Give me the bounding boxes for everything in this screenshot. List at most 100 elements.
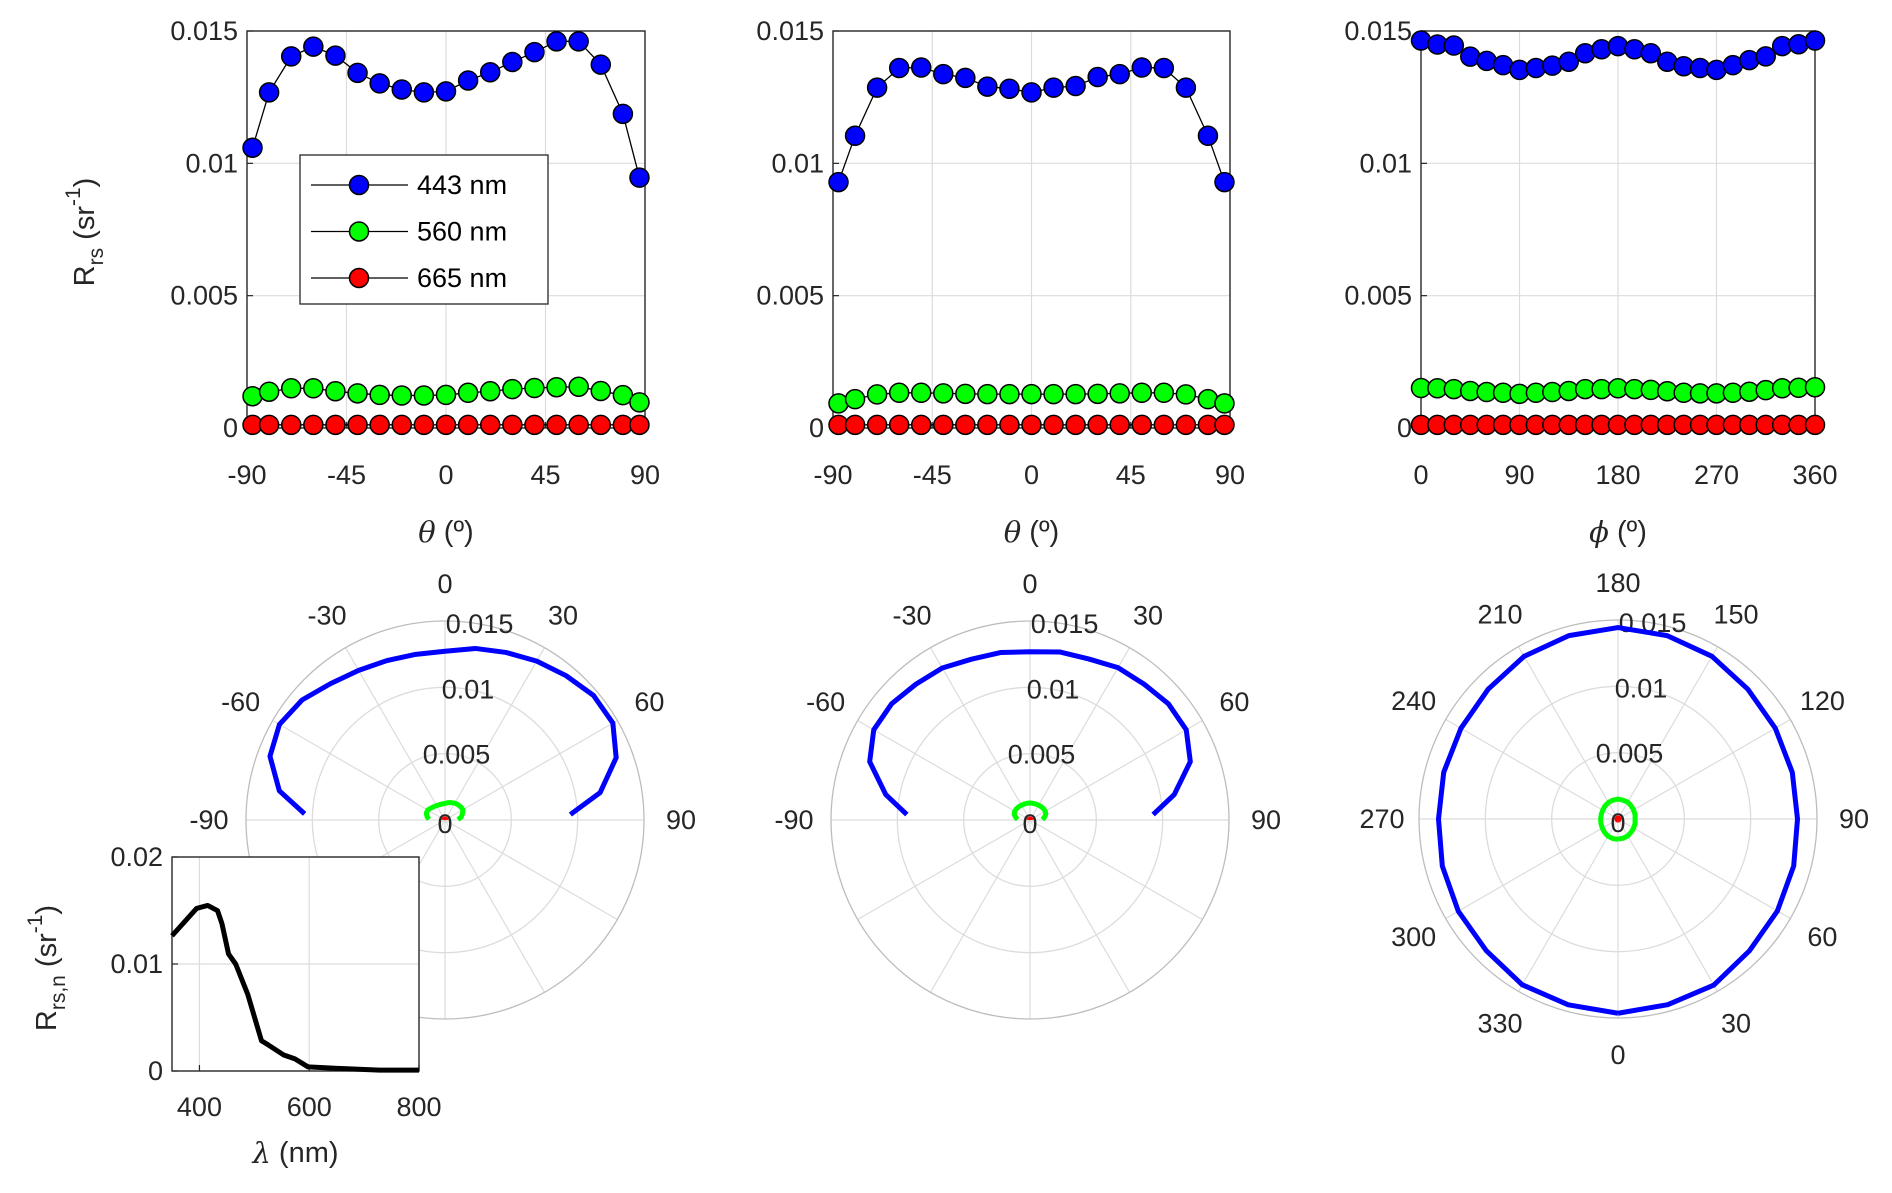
data-point-665-nm [1109, 414, 1130, 436]
polar-spoke [1029, 719, 1203, 821]
polar-spoke [1029, 647, 1131, 821]
polar-ring [245, 620, 645, 1020]
r-tick-label: 0.01 [1615, 673, 1668, 703]
data-point-443-nm [1591, 39, 1612, 60]
axis-base: R [31, 1010, 63, 1031]
x-axis-label: λ (nm) [251, 1136, 338, 1170]
y-tick-label: 0.005 [170, 281, 238, 311]
theta-tick-label: 300 [1391, 922, 1436, 952]
data-point-443-nm [629, 167, 650, 188]
data-point-665-nm [955, 414, 976, 436]
legend-label: 665 nm [417, 263, 507, 293]
polar-series-665-nm [1614, 815, 1622, 823]
axis-symbol: θ [418, 515, 435, 549]
data-point-560-nm [303, 378, 324, 399]
y-tick-label: 0.015 [756, 16, 824, 46]
polar-ring [1418, 619, 1818, 1019]
data-point-560-nm [844, 388, 866, 410]
x-tick-label: 360 [1792, 460, 1837, 490]
r-tick-label: 0.005 [1596, 739, 1664, 769]
y-tick-label: 0.01 [185, 148, 238, 178]
data-point-443-nm [258, 82, 280, 103]
polar-spoke [1617, 818, 1719, 992]
data-point-560-nm [1021, 383, 1042, 405]
data-point-665-nm [1153, 414, 1175, 436]
polar-series-665-nm [441, 816, 449, 822]
polar-series-665-nm [1026, 816, 1034, 822]
data-point-665-nm [1214, 414, 1235, 436]
x-axis-label: θ (º) [1004, 515, 1059, 549]
data-point-560-nm [568, 376, 589, 397]
axis-unit: (sr [31, 933, 63, 975]
data-point-665-nm [479, 414, 501, 436]
y-tick-label: 0 [809, 413, 824, 443]
data-point-443-nm [435, 81, 457, 102]
data-point-560-nm [1804, 376, 1826, 398]
data-point-665-nm [280, 414, 302, 436]
series-line-spectrum [170, 902, 419, 1073]
y-tick-label: 0 [223, 413, 238, 443]
axis-superscript: -1 [62, 187, 85, 206]
x-tick-label: 0 [1024, 460, 1039, 490]
data-point-560-nm [590, 380, 612, 402]
polar-series-443-nm [867, 649, 1193, 817]
polar-spoke [1445, 718, 1619, 820]
data-point-665-nm [258, 414, 280, 436]
data-point-560-nm [910, 382, 932, 404]
data-point-665-nm [866, 414, 888, 436]
legend-marker [348, 221, 370, 242]
x-tick-label: 600 [287, 1092, 332, 1122]
data-point-443-nm [933, 63, 954, 85]
data-point-560-nm [1214, 393, 1235, 414]
axis-unit: (nm) [271, 1137, 339, 1169]
data-point-560-nm [1175, 384, 1197, 405]
polar-spoke [857, 819, 1031, 921]
data-point-665-nm [325, 414, 346, 436]
data-point-560-nm [413, 385, 435, 406]
axis-superscript: -1 [24, 915, 47, 934]
data-point-665-nm [369, 414, 390, 436]
panel-top-right: 0 90 180 270 360 0 0.005 0.01 0.015 ϕ (º) [1344, 16, 1837, 549]
data-point-665-nm [629, 414, 650, 436]
theta-tick-label: -90 [774, 805, 813, 835]
data-point-665-nm [502, 414, 523, 436]
data-point-443-nm [280, 46, 302, 67]
y-tick-label: 0.01 [110, 949, 163, 979]
data-point-443-nm [977, 76, 998, 97]
r-tick-label: 0.01 [1027, 674, 1080, 704]
polar-spoke [444, 647, 546, 821]
theta-tick-label: 60 [634, 687, 664, 717]
y-tick-label: 0.01 [1359, 148, 1412, 178]
data-point-560-nm [1087, 383, 1108, 405]
data-point-665-nm [546, 414, 567, 436]
theta-tick-label: -30 [892, 601, 931, 631]
data-point-443-nm [1087, 66, 1108, 88]
data-point-665-nm [910, 414, 932, 436]
data-point-443-nm [242, 137, 263, 158]
axis-unit: (º) [1021, 516, 1059, 548]
legend: 443 nm 560 nm 665 nm [299, 154, 549, 305]
y-axis-label: Rrs,n (sr-1) [24, 905, 70, 1031]
polar-ring [963, 753, 1097, 887]
data-point-560-nm [325, 380, 346, 402]
polar-ring [896, 686, 1164, 954]
data-point-665-nm [1065, 414, 1086, 436]
r-tick-label: 0.005 [1008, 740, 1076, 770]
data-point-443-nm [325, 45, 346, 66]
theta-tick-label: 90 [666, 805, 696, 835]
polar-spoke [1029, 819, 1203, 921]
data-point-443-nm [1197, 125, 1219, 147]
data-point-443-nm [1214, 171, 1235, 193]
data-point-665-nm [590, 414, 612, 436]
x-tick-label: 45 [1116, 460, 1146, 490]
data-point-560-nm [546, 376, 567, 398]
legend-label: 443 nm [417, 170, 507, 200]
theta-tick-label: 90 [1251, 805, 1281, 835]
panel-bottom-middle: -90 -60 -30 0 30 60 90 0 0.005 0.01 0.015 [774, 569, 1281, 1020]
data-point-443-nm [1755, 46, 1776, 67]
data-point-665-nm [391, 414, 413, 436]
axis-base: R [69, 265, 101, 286]
x-tick-label: -45 [913, 460, 952, 490]
polar-spoke [929, 819, 1031, 993]
x-tick-label: 0 [438, 460, 453, 490]
